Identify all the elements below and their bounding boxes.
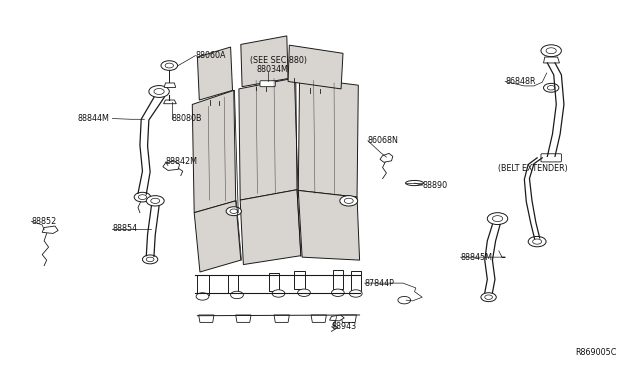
Polygon shape [311, 315, 326, 323]
Bar [333, 270, 343, 289]
Polygon shape [330, 315, 344, 321]
Circle shape [484, 295, 492, 299]
FancyBboxPatch shape [260, 81, 275, 87]
Circle shape [344, 198, 353, 203]
Bar [197, 275, 209, 295]
Text: (SEE SEC 880): (SEE SEC 880) [250, 56, 307, 65]
Circle shape [528, 236, 546, 247]
Text: 88844M: 88844M [77, 114, 109, 123]
Circle shape [226, 207, 241, 216]
Bar [294, 271, 305, 289]
Polygon shape [239, 78, 297, 200]
Polygon shape [288, 45, 343, 89]
Bar [269, 273, 279, 291]
Polygon shape [298, 78, 358, 197]
Circle shape [340, 196, 358, 206]
Circle shape [547, 86, 555, 90]
Text: 88890: 88890 [422, 181, 447, 190]
Polygon shape [192, 90, 236, 213]
Polygon shape [380, 153, 393, 162]
Circle shape [196, 293, 209, 300]
Polygon shape [163, 161, 179, 170]
FancyBboxPatch shape [541, 154, 561, 162]
Polygon shape [164, 83, 175, 87]
Circle shape [151, 198, 160, 203]
Polygon shape [42, 226, 58, 234]
Circle shape [332, 289, 344, 296]
Polygon shape [198, 315, 214, 323]
Circle shape [161, 61, 177, 70]
Circle shape [154, 89, 164, 94]
Polygon shape [274, 315, 289, 323]
Circle shape [546, 48, 556, 54]
Circle shape [147, 196, 164, 206]
Bar [228, 275, 238, 294]
Text: 88854: 88854 [113, 224, 138, 233]
Polygon shape [236, 315, 251, 323]
Text: 88845M: 88845M [461, 253, 493, 262]
Text: 88080B: 88080B [172, 114, 202, 123]
Text: 88943: 88943 [332, 322, 356, 331]
Circle shape [165, 63, 173, 68]
Polygon shape [543, 57, 559, 63]
Text: 88060A: 88060A [195, 51, 226, 60]
Circle shape [487, 213, 508, 225]
Circle shape [532, 239, 541, 244]
Text: R869005C: R869005C [575, 348, 617, 357]
Circle shape [398, 296, 411, 304]
Polygon shape [194, 201, 241, 272]
Text: 87844P: 87844P [365, 279, 395, 288]
Polygon shape [197, 47, 232, 100]
Circle shape [143, 255, 158, 264]
Circle shape [541, 45, 561, 57]
Polygon shape [164, 100, 176, 104]
Polygon shape [241, 36, 288, 87]
Text: (BELT EXTENDER): (BELT EXTENDER) [497, 164, 567, 173]
Circle shape [492, 216, 502, 222]
Polygon shape [341, 315, 356, 323]
Circle shape [138, 195, 147, 199]
Circle shape [298, 289, 310, 296]
Text: 88842M: 88842M [166, 157, 198, 166]
Polygon shape [298, 190, 360, 260]
Circle shape [147, 257, 154, 262]
Circle shape [543, 83, 559, 92]
Circle shape [272, 290, 285, 297]
Ellipse shape [406, 180, 424, 186]
Text: 88852: 88852 [31, 217, 56, 226]
Text: 88034M: 88034M [256, 65, 288, 74]
Circle shape [481, 293, 496, 302]
Circle shape [230, 209, 237, 214]
Bar [351, 271, 361, 291]
Circle shape [149, 86, 170, 97]
Text: 86068N: 86068N [368, 136, 399, 145]
Circle shape [230, 291, 243, 299]
Circle shape [134, 192, 151, 202]
Text: 86848R: 86848R [505, 77, 536, 86]
Polygon shape [240, 190, 301, 264]
Circle shape [349, 290, 362, 297]
